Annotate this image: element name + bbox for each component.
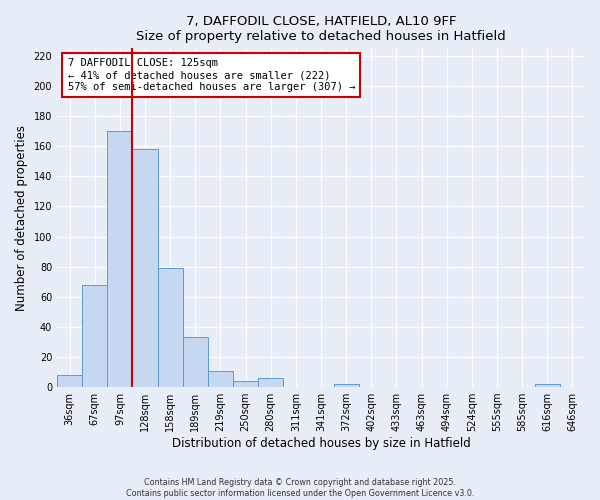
Bar bbox=[57, 375, 82, 387]
Bar bbox=[208, 370, 233, 387]
Text: Contains HM Land Registry data © Crown copyright and database right 2025.
Contai: Contains HM Land Registry data © Crown c… bbox=[126, 478, 474, 498]
Bar bbox=[233, 381, 258, 387]
X-axis label: Distribution of detached houses by size in Hatfield: Distribution of detached houses by size … bbox=[172, 437, 470, 450]
Y-axis label: Number of detached properties: Number of detached properties bbox=[15, 124, 28, 310]
Bar bbox=[133, 149, 158, 387]
Title: 7, DAFFODIL CLOSE, HATFIELD, AL10 9FF
Size of property relative to detached hous: 7, DAFFODIL CLOSE, HATFIELD, AL10 9FF Si… bbox=[136, 15, 506, 43]
Bar bbox=[158, 268, 183, 387]
Bar bbox=[107, 131, 133, 387]
Bar bbox=[535, 384, 560, 387]
Bar bbox=[82, 284, 107, 387]
Bar bbox=[334, 384, 359, 387]
Text: 7 DAFFODIL CLOSE: 125sqm
← 41% of detached houses are smaller (222)
57% of semi-: 7 DAFFODIL CLOSE: 125sqm ← 41% of detach… bbox=[68, 58, 355, 92]
Bar bbox=[183, 338, 208, 387]
Bar bbox=[258, 378, 283, 387]
